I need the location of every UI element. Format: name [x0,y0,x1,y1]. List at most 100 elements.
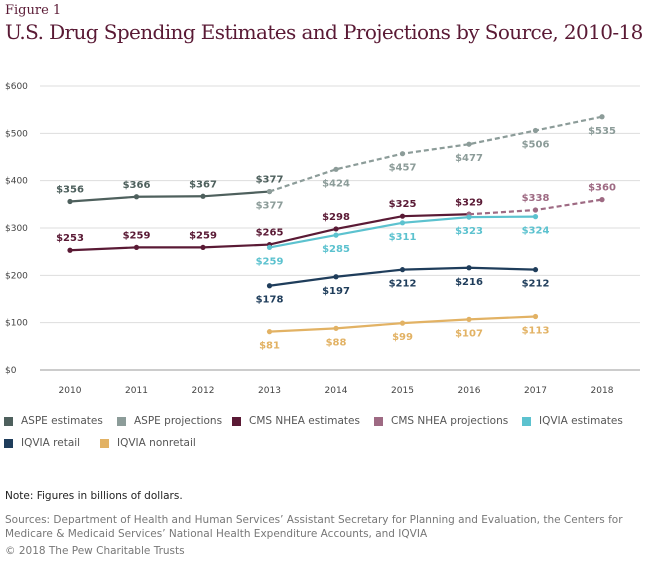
data-label: $178 [256,295,284,306]
data-label: $325 [389,199,417,210]
legend-swatch [4,438,13,448]
legend-item: IQVIA estimates [522,415,623,427]
data-label: $457 [389,163,417,174]
data-label: $367 [189,179,217,190]
data-point [266,283,273,289]
data-point [67,247,73,253]
data-point [399,320,406,326]
data-point [266,188,273,195]
data-point [532,207,539,213]
data-point [333,325,339,331]
legend-item: IQVIA nonretail [100,437,196,449]
data-label: $212 [389,279,417,290]
data-label: $311 [389,232,417,243]
data-label: $107 [455,328,483,339]
data-point [266,244,273,251]
x-tick-label: 2014 [325,386,348,396]
data-label: $81 [259,341,280,352]
legend-label: IQVIA nonretail [117,437,196,449]
data-label: $366 [123,180,151,191]
data-label: $377 [256,175,284,186]
data-point [599,114,605,120]
legend-label: CMS NHEA projections [391,415,509,427]
data-point [333,274,339,280]
data-label: $424 [322,178,350,189]
x-tick-label: 2016 [458,386,481,396]
legend-label: ASPE estimates [21,415,103,427]
legend-item: IQVIA retail [4,437,80,449]
data-label: $285 [322,244,350,255]
data-point [200,193,206,199]
series-line-0 [69,190,270,203]
x-tick-label: 2013 [258,386,281,396]
x-tick-label: 2015 [391,386,414,396]
data-label: $356 [56,184,84,195]
copyright: © 2018 The Pew Charitable Trusts [5,545,185,557]
legend-item: CMS NHEA estimates [232,415,360,427]
data-label: $88 [326,337,347,348]
data-point [466,214,472,220]
x-tick-label: 2017 [524,386,547,396]
data-point [399,267,406,273]
data-label: $216 [455,277,483,288]
data-label: $212 [522,279,550,290]
data-point [466,316,472,322]
data-label: $259 [256,256,284,267]
legend-label: ASPE projections [134,415,223,427]
data-point [399,151,406,157]
data-point [67,198,73,205]
legend-label: IQVIA estimates [539,415,623,427]
data-label: $113 [522,326,550,337]
y-tick-label: $0 [5,366,17,376]
series-line-1 [269,115,603,193]
sources: Sources: Department of Health and Human … [5,514,623,540]
y-tick-label: $400 [5,177,28,187]
line-chart: $0 $100 $200 $300 $400 $500 $600 2010 2011 2012 20… [5,82,640,396]
data-point [399,213,406,219]
legend-item: ASPE estimates [4,415,103,427]
data-label: $197 [322,286,350,297]
data-point [333,166,339,172]
data-point [133,194,140,200]
legend-item: CMS NHEA projections [374,415,508,427]
x-tick-label: 2018 [591,386,614,396]
data-point [532,214,539,220]
data-point [333,226,339,232]
data-point [466,141,472,147]
data-point [399,220,406,226]
data-point [532,313,539,320]
data-label: $329 [455,197,483,208]
data-label: $259 [189,230,217,241]
y-tick-label: $300 [5,224,28,234]
y-tick-label: $200 [5,271,28,281]
data-point [266,329,273,335]
legend-swatch [232,416,241,426]
legend-swatch [117,416,126,426]
y-tick-label: $600 [5,82,28,92]
chart-title: U.S. Drug Spending Estimates and Project… [5,20,643,44]
x-tick-label: 2012 [192,386,215,396]
data-label: $253 [56,233,84,244]
legend-item: ASPE projections [117,415,222,427]
data-label: $506 [522,139,550,150]
y-tick-label: $100 [5,319,28,329]
data-label: $324 [522,226,550,237]
data-point [466,265,472,271]
legend-swatch [374,416,383,426]
data-label: $298 [322,212,350,223]
data-point [200,244,206,251]
data-point [133,244,140,251]
legend-swatch [522,416,531,426]
data-label: $265 [256,228,284,239]
data-label: $99 [392,332,413,343]
x-tick-label: 2011 [125,386,148,396]
data-point [532,127,539,134]
y-tick-label: $500 [5,129,28,139]
data-label: $338 [522,193,550,204]
data-point [599,197,605,203]
data-label: $360 [588,183,616,194]
legend-swatch [4,416,13,426]
note: Note: Figures in billions of dollars. [5,490,183,502]
legend-label: CMS NHEA estimates [249,415,360,427]
data-label: $535 [588,126,616,137]
